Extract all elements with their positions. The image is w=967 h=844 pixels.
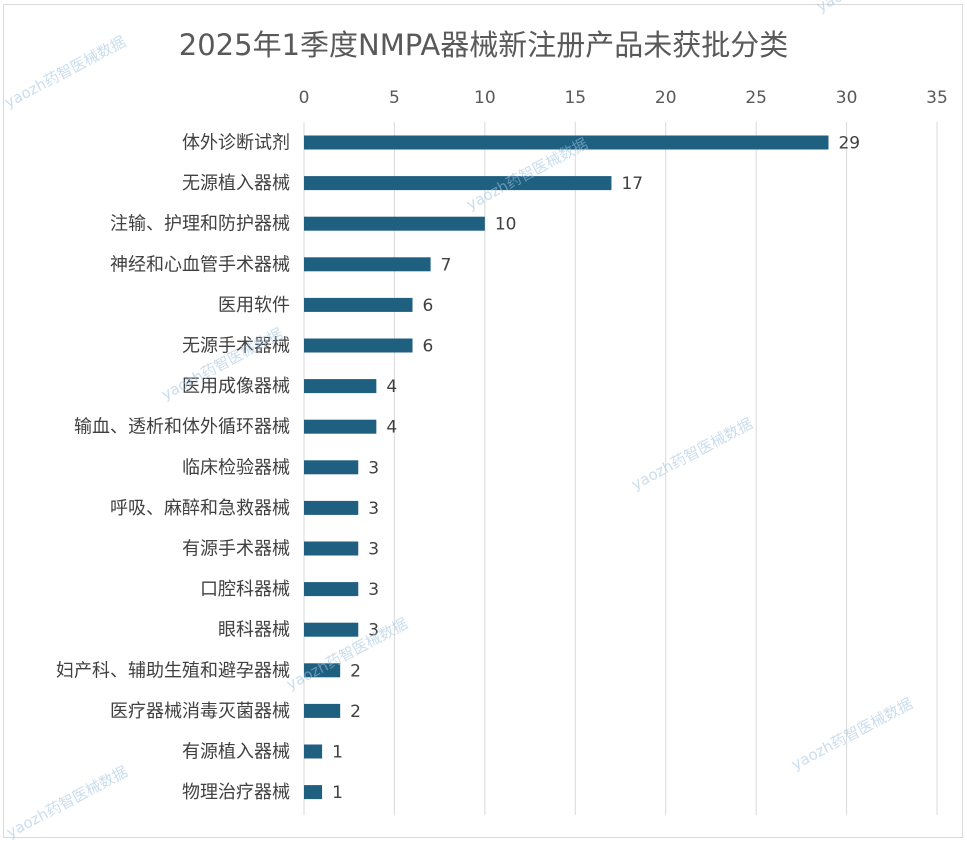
chart-title: 2025年1季度NMPA器械新注册产品未获批分类 <box>178 28 789 62</box>
data-label: 7 <box>441 255 452 275</box>
chart-frame <box>3 4 963 838</box>
category-label: 妇产科、辅助生殖和避孕器械 <box>56 659 290 681</box>
bar <box>304 460 359 475</box>
data-label: 4 <box>386 418 397 438</box>
watermark-text: yaozh药智医械数据 <box>628 414 755 493</box>
bar <box>304 176 612 191</box>
category-label: 注输、护理和防护器械 <box>110 214 290 235</box>
data-label: 3 <box>368 458 379 478</box>
category-label: 医用软件 <box>218 295 290 316</box>
x-tick-label: 5 <box>389 88 400 108</box>
category-label: 输血、透析和体外循环器械 <box>74 417 290 438</box>
watermark-text: yaozh药智医械数据 <box>813 0 940 16</box>
category-label: 物理治疗器械 <box>182 782 290 803</box>
category-label: 呼吸、麻醉和急救器械 <box>110 498 290 519</box>
category-label: 医用成像器械 <box>182 376 290 397</box>
bar <box>304 541 359 556</box>
bar <box>304 257 431 272</box>
data-label: 6 <box>423 296 434 316</box>
bar <box>304 582 359 597</box>
x-axis-ticks: 0 5 10 15 20 25 30 35 <box>299 88 948 108</box>
watermark-text: yaozh药智医械数据 <box>1 32 128 111</box>
category-label: 无源手术器械 <box>182 336 290 357</box>
bar <box>304 703 341 718</box>
category-label: 口腔科器械 <box>200 579 290 600</box>
data-label: 6 <box>423 337 434 357</box>
category-label: 有源手术器械 <box>182 539 290 560</box>
category-label: 医疗器械消毒灭菌器械 <box>110 701 290 722</box>
x-tick-label: 35 <box>926 88 948 108</box>
category-labels: 体外诊断试剂无源植入器械注输、护理和防护器械神经和心血管手术器械医用软件无源手术… <box>56 133 290 804</box>
bar <box>304 500 359 515</box>
category-label: 无源植入器械 <box>182 173 290 194</box>
category-label: 眼科器械 <box>218 620 290 641</box>
data-label: 2 <box>350 661 361 681</box>
bar <box>304 338 413 353</box>
x-tick-label: 30 <box>836 88 858 108</box>
x-tick-label: 20 <box>655 88 677 108</box>
watermark-text: yaozh药智医械数据 <box>3 762 130 841</box>
bar <box>304 297 413 312</box>
bar <box>304 785 323 800</box>
data-label: 29 <box>838 134 860 154</box>
x-tick-label: 0 <box>299 88 310 108</box>
data-label: 3 <box>368 499 379 519</box>
x-tick-label: 25 <box>745 88 767 108</box>
category-label: 有源植入器械 <box>182 742 290 763</box>
bars <box>304 135 829 800</box>
bar <box>304 419 377 434</box>
watermark-text: yaozh药智医械数据 <box>788 694 915 773</box>
bar <box>304 379 377 394</box>
data-label: 2 <box>350 702 361 722</box>
category-label: 体外诊断试剂 <box>182 133 290 154</box>
bar <box>304 744 323 759</box>
data-label: 4 <box>386 377 397 397</box>
data-label: 3 <box>368 540 379 560</box>
category-label: 临床检验器械 <box>182 457 290 478</box>
data-label: 1 <box>332 783 343 803</box>
data-label: 3 <box>368 621 379 641</box>
x-tick-label: 15 <box>564 88 586 108</box>
bar <box>304 663 341 678</box>
data-label: 1 <box>332 743 343 763</box>
data-label: 17 <box>621 174 643 194</box>
data-label: 10 <box>495 215 517 235</box>
category-label: 神经和心血管手术器械 <box>110 254 290 275</box>
bar <box>304 135 829 150</box>
x-tick-label: 10 <box>474 88 496 108</box>
bar <box>304 216 485 231</box>
bar <box>304 622 359 637</box>
data-label: 3 <box>368 580 379 600</box>
gridlines <box>303 122 938 815</box>
